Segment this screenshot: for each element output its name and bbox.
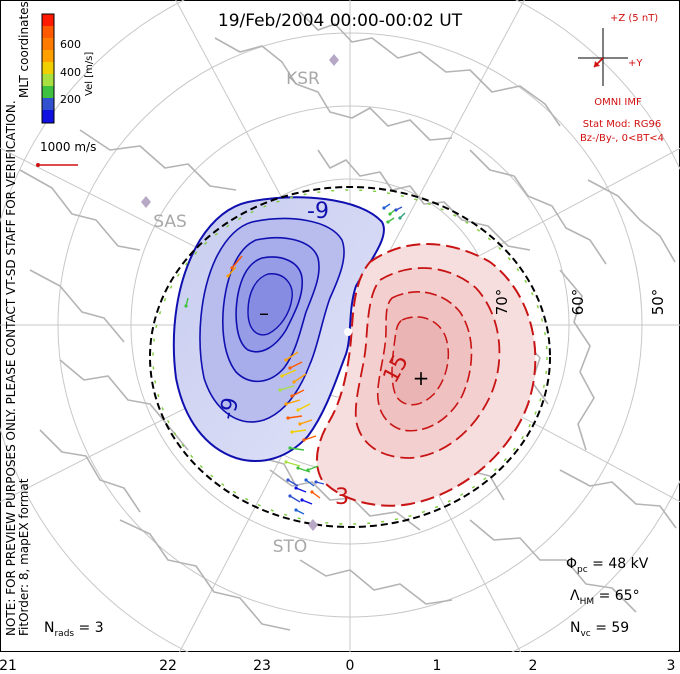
map-statistics: Φpc = 48 kV ΛHM = 65° Nvc = 59 Nrads = 3 xyxy=(44,556,649,639)
mlt-tick-label: 3 xyxy=(667,658,676,674)
vector-group-nightside xyxy=(278,351,317,473)
color-bar-tick-label: 200 xyxy=(60,93,81,106)
vector-scale: 1000 m/s xyxy=(36,140,96,167)
vector-scale-dot xyxy=(36,163,40,167)
imf-vector-head xyxy=(594,61,600,67)
station-marker xyxy=(308,519,318,531)
vector-count: Nvc = 59 xyxy=(570,620,629,639)
color-bar-title: Vel [m/s] xyxy=(84,52,95,96)
latitude-label-60: 60° xyxy=(569,289,587,316)
color-bar-segment xyxy=(42,14,54,26)
vector-group-midnight xyxy=(286,465,325,515)
mlt-tick-label: 23 xyxy=(253,658,271,674)
negative-potential-cell xyxy=(172,196,385,462)
color-bar-segment xyxy=(42,62,54,74)
mlt-tick-label: 0 xyxy=(346,658,355,674)
imf-by-label: +Y xyxy=(628,58,643,69)
radar-count: Nrads = 3 xyxy=(44,620,104,639)
hm-boundary-latitude: ΛHM = 65° xyxy=(570,588,640,607)
latitude-label-50: 50° xyxy=(649,289,667,316)
imf-indicator: +Z (5 nT) +Y OMNI IMF Stat Mod: RG96 Bz-… xyxy=(578,13,664,144)
station-marker xyxy=(329,54,339,66)
color-bar-segment xyxy=(42,26,54,38)
stat-model: Stat Mod: RG96 xyxy=(583,119,662,130)
imf-bz-label: +Z (5 nT) xyxy=(610,13,658,24)
color-bar-segment xyxy=(42,74,54,86)
mlt-tick-label: 1 xyxy=(433,658,442,674)
map-title: 19/Feb/2004 00:00-00:02 UT xyxy=(218,11,463,31)
latitude-label-70: 70° xyxy=(493,289,511,316)
cross-polar-potential: Φpc = 48 kV xyxy=(566,556,649,575)
station-label: SAS xyxy=(153,212,187,232)
velocity-color-bar: 600 400 200 Vel [m/s] xyxy=(41,13,95,124)
color-bar-segment xyxy=(42,50,54,62)
positive-potential-cell xyxy=(315,243,537,507)
mlt-axis: 21 22 23 0 1 2 3 xyxy=(0,658,675,674)
geomagnetic-pole-marker xyxy=(344,328,352,336)
hm-boundary xyxy=(149,186,551,528)
coordinate-label: MLT coordinates xyxy=(17,1,31,98)
potential-min-marker: – xyxy=(259,301,269,325)
imf-condition: Bz-/By-, 0<BT<4 xyxy=(580,133,664,144)
velocity-vectors xyxy=(184,203,406,515)
station-label: KSR xyxy=(286,69,320,89)
contour-label: 3 xyxy=(335,485,349,510)
fit-order-note: FitOrder: 8, mapEX format xyxy=(17,478,31,636)
latitude-labels: 70° 60° 50° xyxy=(493,289,667,316)
preview-note: NOTE: FOR PREVIEW PURPOSES ONLY. PLEASE … xyxy=(4,100,18,636)
potential-max-marker: + xyxy=(413,366,430,390)
station-label: STO xyxy=(273,537,308,557)
color-bar-segment xyxy=(42,98,54,110)
color-bar-tick-label: 600 xyxy=(60,38,81,51)
vector-group-dusk xyxy=(184,255,243,308)
mlt-tick-label: 2 xyxy=(529,658,538,674)
contour-label: -9 xyxy=(307,199,329,224)
contour-label: -9 xyxy=(215,395,244,422)
mlt-tick-label: 21 xyxy=(0,658,17,674)
hm-boundary-vectors xyxy=(152,189,548,525)
color-bar-segment xyxy=(42,38,54,50)
mlt-tick-label: 22 xyxy=(159,658,177,674)
color-bar-segment xyxy=(42,86,54,98)
imf-source: OMNI IMF xyxy=(594,97,642,108)
color-bar-tick-label: 400 xyxy=(60,66,81,79)
color-bar-frame xyxy=(41,13,55,124)
vector-scale-label: 1000 m/s xyxy=(40,140,96,154)
color-bar-segment xyxy=(42,110,54,123)
radar-stations: KSR SAS STO xyxy=(141,54,339,557)
station-marker xyxy=(141,196,151,208)
vector-group-dayside xyxy=(382,203,406,224)
